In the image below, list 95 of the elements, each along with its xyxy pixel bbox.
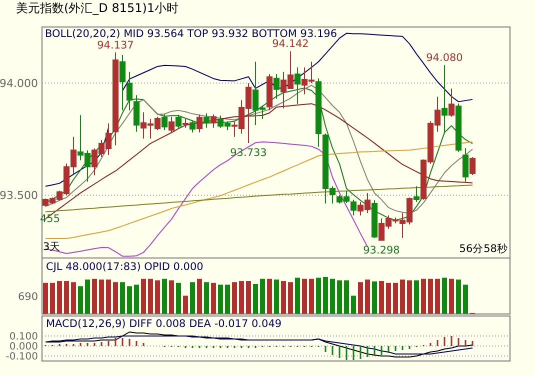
bar [169,280,174,314]
line-series [45,336,473,354]
annotation: BOLL(20,20,2) MID 93.564 TOP 93.932 BOTTOM 93.196 [45,28,338,40]
bar [225,284,230,314]
chart-title: 美元指数(外汇_D 8151)1小时 [16,1,179,15]
chart-title: CJL 48.000(17:83) OPID 0.000 [46,261,204,273]
candlestick [120,54,126,111]
candlestick [462,148,468,182]
bar [148,278,153,314]
chart-title: MACD(12,26,9) DIFF 0.008 DEA -0.017 0.049 [46,318,282,330]
bar [141,278,146,314]
candlestick [196,114,202,133]
candlestick [210,114,216,128]
bar [57,281,62,314]
bar [253,284,258,314]
candlestick [126,71,132,111]
bar [400,280,405,314]
bar [288,282,293,314]
bar [43,282,48,314]
bar [449,278,454,314]
bar [463,284,468,314]
bar [85,280,90,314]
bar [99,280,104,314]
bar [281,281,286,314]
bar [50,282,55,314]
y-tick-label: 94.000 [0,76,38,90]
bar [330,278,335,314]
candlestick [176,114,182,128]
y-tick-label: 0.000 [9,342,38,352]
bar [120,282,125,314]
bar [246,281,251,314]
candlestick [274,74,280,100]
bar [71,282,76,314]
annotation: 94.142 [272,38,309,50]
bar [197,278,202,314]
candlestick [134,94,140,132]
bar [162,278,167,314]
bar [456,280,461,314]
bar [358,282,363,314]
bar [204,282,209,314]
bar [274,280,279,314]
bar [106,280,111,314]
annotation: 93.298 [363,244,400,257]
bar [386,282,391,314]
bar [344,280,349,314]
bar [309,278,314,314]
bar [337,280,342,314]
bar [428,278,433,314]
candlestick [470,156,476,176]
bar [302,278,307,314]
annotation: 94.137 [97,39,134,52]
bar [190,282,195,314]
candlestick [442,64,448,134]
bar [316,278,321,314]
bar [64,281,69,314]
text: 690 [18,291,38,303]
annotation: 56分58秒 [459,243,508,255]
bar [379,281,384,314]
bar [260,278,265,314]
bar [239,281,244,314]
bar [442,278,447,314]
bar [407,280,412,314]
bar [92,278,97,314]
bar [351,296,356,314]
bar [218,284,223,314]
bar [155,280,160,314]
bar [393,282,398,314]
bar [211,282,216,314]
y-tick-label: -0.100 [6,352,38,362]
candlestick [448,88,454,118]
bar [295,278,300,314]
bar [435,278,440,314]
candlestick [294,66,300,104]
candlestick [204,112,210,128]
bar [232,282,237,314]
bar [267,278,272,314]
bar [78,286,83,314]
candlestick [414,186,420,202]
y-tick-label: 93.500 [0,189,38,202]
bar [421,278,426,314]
bar [127,286,132,314]
bar [113,282,118,314]
line-series [45,184,473,212]
y-tick-label: 0.100 [9,332,38,342]
candlestick [190,120,196,133]
bar [414,280,419,314]
bar [176,282,181,314]
candlestick [168,116,174,133]
annotation: 94.080 [426,52,463,64]
bar [134,284,139,314]
candlestick [162,114,168,131]
bar [365,280,370,314]
bar [372,281,377,314]
bar [323,277,328,314]
bar [183,296,188,314]
